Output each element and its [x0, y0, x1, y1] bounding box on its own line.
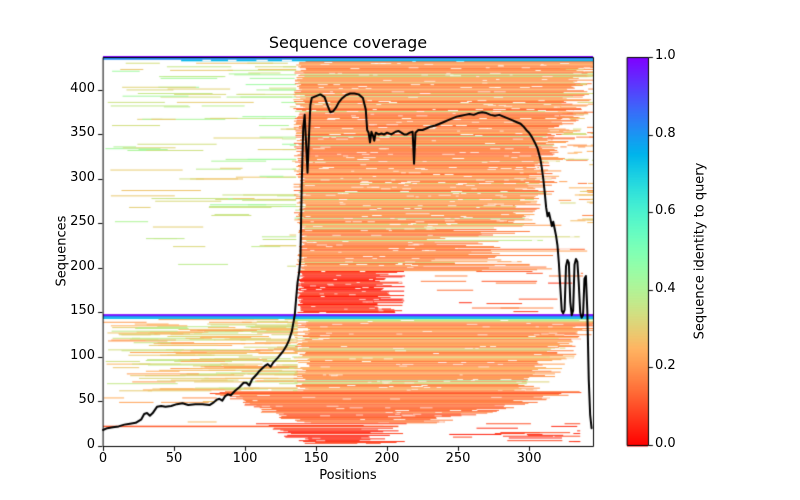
y-tick-label-300: 300 — [70, 169, 95, 185]
x-tick-label-50: 50 — [165, 451, 183, 466]
y-tick-label-100: 100 — [70, 347, 95, 363]
colorbar-tick-label-1.0: 1.0 — [655, 48, 676, 63]
x-tick-label-300: 300 — [516, 451, 542, 466]
chart-title: Sequence coverage — [268, 33, 428, 52]
y-tick-label-350: 350 — [70, 125, 95, 141]
y-tick-label-50: 50 — [78, 392, 95, 408]
x-tick-label-0: 0 — [98, 451, 108, 466]
x-tick-label-200: 200 — [374, 451, 400, 466]
colorbar-tick-label-0.2: 0.2 — [655, 358, 676, 374]
x-tick-label-150: 150 — [303, 451, 329, 466]
x-tick-label-100: 100 — [232, 451, 258, 466]
y-tick-label-400: 400 — [70, 80, 95, 96]
y-tick-label-200: 200 — [70, 258, 95, 274]
colorbar-label: Sequence identity to query — [692, 162, 708, 340]
y-tick-label-250: 250 — [70, 214, 95, 230]
colorbar-tick-label-0.0: 0.0 — [655, 436, 676, 451]
colorbar-tick-label-0.8: 0.8 — [655, 125, 676, 141]
colorbar-tick-label-0.6: 0.6 — [655, 203, 676, 219]
x-tick-label-250: 250 — [445, 451, 471, 466]
x-axis-label: Positions — [319, 468, 377, 483]
colorbar-tick-label-0.4: 0.4 — [655, 280, 676, 296]
y-tick-label-150: 150 — [70, 303, 95, 319]
y-tick-label-0: 0 — [86, 437, 95, 452]
